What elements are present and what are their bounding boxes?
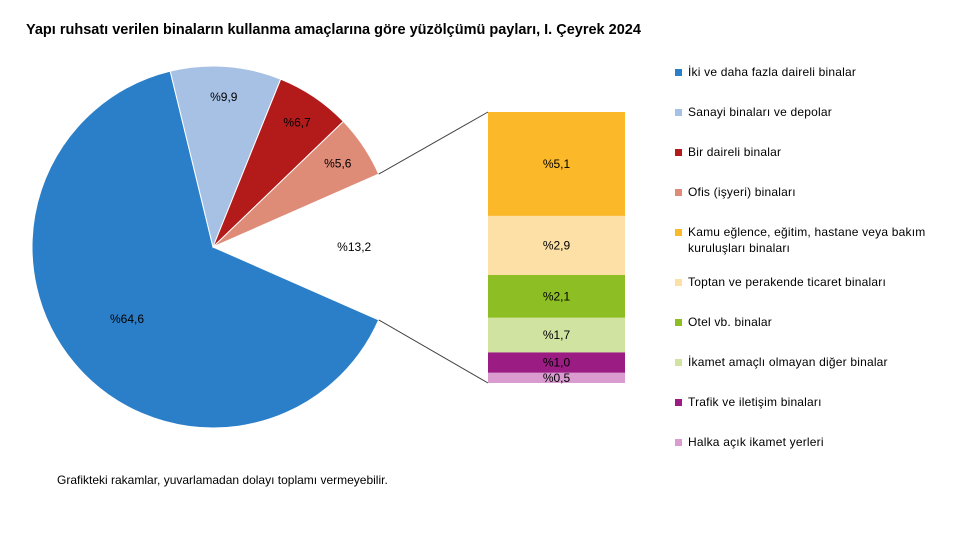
pie-label-sanayi-binalari-ve-depolar: %9,9 [210,90,238,104]
legend-swatch [675,439,682,446]
legend-label: İkamet amaçlı olmayan diğer binalar [688,355,888,369]
legend-swatch [675,109,682,116]
legend-label: İki ve daha fazla daireli binalar [688,65,857,79]
pie-slice-sanayi-binalari-ve-depolar [169,65,282,249]
legend-label: Sanayi binaları ve depolar [688,105,832,119]
legend-swatch [675,399,682,406]
bar-segment-toptan-ve-perakende-ticaret-binalari [488,215,625,276]
pie-slice-iki-ve-daha-fazla-daireli-binalar [31,70,380,429]
legend-label: Bir daireli binalar [688,145,782,159]
connector-lines [378,111,489,384]
bar-segment-kamu-eglence-egitim-hastane-veya-bakim-kuruluslari-binalari [488,112,625,216]
pie-label-bir-daireli-binalar: %6,7 [283,116,311,130]
bar-label-trafik-ve-iletisim-binalari: %1,0 [543,356,571,370]
legend-swatch [675,279,682,286]
bar-label-toptan-ve-perakende-ticaret-binalari: %2,9 [543,239,571,253]
bar-segment-ikamet-amacli-olmayan-diger-binalar [488,317,625,353]
legend-swatch [675,229,682,236]
chart-title: Yapı ruhsatı verilen binaların kullanma … [26,22,641,38]
legend-swatch [675,319,682,326]
legend-label: Halka açık ikamet yerleri [688,435,824,449]
connector-line-bottom [378,319,489,384]
pie-slice-diger [213,174,395,320]
bar-segment-trafik-ve-iletisim-binalari [488,352,625,373]
legend-label: Kamu eğlence, eğitim, hastane veya bakım… [688,225,926,255]
legend-swatch [675,69,682,76]
legend-label: Toptan ve perakende ticaret binaları [688,275,886,289]
pie-label-iki-ve-daha-fazla-daireli-binalar: %64,6 [110,312,144,326]
pie: %13,2 %64,6 %9,9 %6,7 %5,6 [31,65,395,429]
pie-slice-ofis-isyeri-binalari [212,120,380,248]
pie-label-ofis-isyeri-binalari: %5,6 [324,156,352,170]
legend-swatch [675,149,682,156]
bar-label-ikamet-amacli-olmayan-diger-binalar: %1,7 [543,328,571,342]
pie-label-diger: %13,2 [337,240,371,254]
legend-label: Otel vb. binalar [688,315,772,329]
bar-label-otel-vb-binalar: %2,1 [543,289,571,303]
chart-note: Grafikteki rakamlar, yuvarlamadan dolayı… [57,473,388,487]
stacked-bar: %5,1 %2,9 %2,1 %1,7 %1,0%0,5 [488,112,625,385]
bar-label-kamu-eglence-egitim-hastane-veya-bakim-kuruluslari-binalari: %5,1 [543,157,571,171]
legend-swatch [675,189,682,196]
legend-label: Trafik ve iletişim binaları [688,395,822,409]
legend-label: Ofis (işyeri) binaları [688,185,796,199]
bar-label-halka-acik-ikamet-yerleri: %0,5 [543,371,571,385]
legend-swatch [675,359,682,366]
connector-line-top [378,111,489,175]
bar-segment-halka-acik-ikamet-yerleri [488,372,625,383]
bar-segment-otel-vb-binalar [488,275,625,318]
